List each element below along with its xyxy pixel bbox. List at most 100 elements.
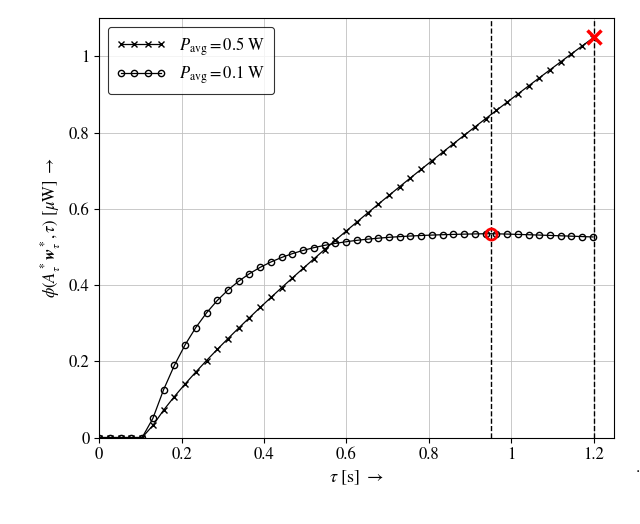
$P_{\mathrm{avg}} = 0.5$ W bbox=[203, 357, 211, 364]
Text: $\cdot10^{-7}$: $\cdot10^{-7}$ bbox=[635, 463, 640, 479]
$P_{\mathrm{avg}} = 0.1$ W bbox=[267, 259, 275, 265]
$P_{\mathrm{avg}} = 0.1$ W bbox=[138, 434, 146, 441]
$P_{\mathrm{avg}} = 0.1$ W bbox=[482, 231, 490, 237]
$P_{\mathrm{avg}} = 0.5$ W bbox=[192, 369, 200, 375]
X-axis label: $\tau$ [s] $\rightarrow$: $\tau$ [s] $\rightarrow$ bbox=[329, 469, 385, 487]
Legend: $P_{\mathrm{avg}} = 0.5$ W, $P_{\mathrm{avg}} = 0.1$ W: $P_{\mathrm{avg}} = 0.5$ W, $P_{\mathrm{… bbox=[108, 27, 274, 94]
$P_{\mathrm{avg}} = 0.1$ W bbox=[385, 234, 393, 241]
$P_{\mathrm{avg}} = 0.1$ W bbox=[160, 387, 168, 393]
$P_{\mathrm{avg}} = 0.1$ W bbox=[364, 236, 371, 242]
$P_{\mathrm{avg}} = 0.5$ W bbox=[289, 275, 296, 281]
$P_{\mathrm{avg}} = 0.5$ W bbox=[257, 304, 264, 311]
$P_{\mathrm{avg}} = 0.5$ W bbox=[439, 149, 447, 155]
$P_{\mathrm{avg}} = 0.5$ W bbox=[95, 434, 103, 441]
$P_{\mathrm{avg}} = 0.1$ W bbox=[181, 342, 189, 348]
$P_{\mathrm{avg}} = 0.1$ W bbox=[342, 238, 350, 245]
$P_{\mathrm{avg}} = 0.1$ W bbox=[568, 233, 575, 239]
$P_{\mathrm{avg}} = 0.1$ W bbox=[332, 240, 339, 246]
$P_{\mathrm{avg}} = 0.5$ W bbox=[364, 210, 371, 216]
$P_{\mathrm{avg}} = 0.1$ W bbox=[546, 232, 554, 238]
$P_{\mathrm{avg}} = 0.5$ W bbox=[493, 107, 500, 114]
$P_{\mathrm{avg}} = 0.5$ W bbox=[568, 51, 575, 57]
$P_{\mathrm{avg}} = 0.1$ W bbox=[449, 231, 457, 237]
Line: $P_{\mathrm{avg}} = 0.1$ W: $P_{\mathrm{avg}} = 0.1$ W bbox=[96, 231, 596, 441]
$P_{\mathrm{avg}} = 0.1$ W bbox=[213, 297, 221, 303]
$P_{\mathrm{avg}} = 0.5$ W bbox=[536, 75, 543, 81]
$P_{\mathrm{avg}} = 0.1$ W bbox=[149, 415, 157, 421]
$P_{\mathrm{avg}} = 0.5$ W bbox=[525, 83, 532, 89]
$P_{\mathrm{avg}} = 0.1$ W bbox=[439, 232, 447, 238]
$P_{\mathrm{avg}} = 0.1$ W bbox=[514, 231, 522, 237]
$P_{\mathrm{avg}} = 0.5$ W bbox=[127, 434, 135, 441]
$P_{\mathrm{avg}} = 0.1$ W bbox=[235, 278, 243, 285]
$P_{\mathrm{avg}} = 0.1$ W bbox=[203, 310, 211, 316]
$P_{\mathrm{avg}} = 0.1$ W bbox=[503, 231, 511, 237]
$P_{\mathrm{avg}} = 0.5$ W bbox=[181, 381, 189, 387]
$P_{\mathrm{avg}} = 0.5$ W bbox=[514, 91, 522, 97]
$P_{\mathrm{avg}} = 0.5$ W bbox=[546, 67, 554, 73]
$P_{\mathrm{avg}} = 0.5$ W bbox=[170, 394, 178, 400]
$P_{\mathrm{avg}} = 0.1$ W bbox=[300, 247, 307, 254]
$P_{\mathrm{avg}} = 0.1$ W bbox=[493, 231, 500, 237]
$P_{\mathrm{avg}} = 0.5$ W bbox=[557, 59, 564, 65]
$P_{\mathrm{avg}} = 0.1$ W bbox=[278, 254, 285, 260]
$P_{\mathrm{avg}} = 0.1$ W bbox=[460, 231, 468, 237]
$P_{\mathrm{avg}} = 0.5$ W bbox=[385, 192, 393, 199]
$P_{\mathrm{avg}} = 0.5$ W bbox=[246, 314, 253, 321]
$P_{\mathrm{avg}} = 0.5$ W bbox=[396, 183, 404, 190]
$P_{\mathrm{avg}} = 0.1$ W bbox=[257, 264, 264, 270]
$P_{\mathrm{avg}} = 0.5$ W bbox=[332, 237, 339, 244]
Line: $P_{\mathrm{avg}} = 0.5$ W: $P_{\mathrm{avg}} = 0.5$ W bbox=[96, 35, 596, 441]
$P_{\mathrm{avg}} = 0.1$ W bbox=[127, 434, 135, 441]
$P_{\mathrm{avg}} = 0.1$ W bbox=[192, 324, 200, 331]
$P_{\mathrm{avg}} = 0.5$ W bbox=[406, 174, 414, 181]
$P_{\mathrm{avg}} = 0.1$ W bbox=[374, 235, 382, 242]
$P_{\mathrm{avg}} = 0.5$ W bbox=[449, 140, 457, 147]
$P_{\mathrm{avg}} = 0.5$ W bbox=[579, 43, 586, 49]
$P_{\mathrm{avg}} = 0.5$ W bbox=[460, 132, 468, 138]
$P_{\mathrm{avg}} = 0.1$ W bbox=[95, 434, 103, 441]
$P_{\mathrm{avg}} = 0.5$ W bbox=[321, 246, 328, 253]
$P_{\mathrm{avg}} = 0.5$ W bbox=[138, 434, 146, 441]
$P_{\mathrm{avg}} = 0.1$ W bbox=[106, 434, 114, 441]
$P_{\mathrm{avg}} = 0.5$ W bbox=[235, 325, 243, 331]
$P_{\mathrm{avg}} = 0.1$ W bbox=[557, 233, 564, 239]
$P_{\mathrm{avg}} = 0.5$ W bbox=[417, 166, 425, 172]
$P_{\mathrm{avg}} = 0.5$ W bbox=[300, 265, 307, 271]
$P_{\mathrm{avg}} = 0.1$ W bbox=[536, 232, 543, 238]
$P_{\mathrm{avg}} = 0.5$ W bbox=[160, 407, 168, 413]
$P_{\mathrm{avg}} = 0.1$ W bbox=[353, 237, 361, 244]
$P_{\mathrm{avg}} = 0.5$ W bbox=[106, 434, 114, 441]
$P_{\mathrm{avg}} = 0.1$ W bbox=[417, 232, 425, 238]
$P_{\mathrm{avg}} = 0.5$ W bbox=[589, 35, 597, 41]
$P_{\mathrm{avg}} = 0.1$ W bbox=[224, 287, 232, 293]
$P_{\mathrm{avg}} = 0.5$ W bbox=[342, 228, 350, 234]
$P_{\mathrm{avg}} = 0.1$ W bbox=[579, 233, 586, 239]
$P_{\mathrm{avg}} = 0.1$ W bbox=[525, 232, 532, 238]
$P_{\mathrm{avg}} = 0.5$ W bbox=[503, 99, 511, 105]
$P_{\mathrm{avg}} = 0.1$ W bbox=[310, 245, 317, 251]
$P_{\mathrm{avg}} = 0.1$ W bbox=[428, 232, 436, 238]
Y-axis label: $\phi(A^*_\tau \boldsymbol{w}^*_\tau, \tau)$ [$\mu$W] $\rightarrow$: $\phi(A^*_\tau \boldsymbol{w}^*_\tau, \t… bbox=[38, 158, 63, 298]
$P_{\mathrm{avg}} = 0.5$ W bbox=[428, 158, 436, 164]
$P_{\mathrm{avg}} = 0.5$ W bbox=[471, 124, 479, 130]
$P_{\mathrm{avg}} = 0.5$ W bbox=[374, 201, 382, 208]
$P_{\mathrm{avg}} = 0.5$ W bbox=[224, 335, 232, 342]
$P_{\mathrm{avg}} = 0.5$ W bbox=[213, 346, 221, 353]
$P_{\mathrm{avg}} = 0.1$ W bbox=[289, 250, 296, 257]
$P_{\mathrm{avg}} = 0.1$ W bbox=[471, 231, 479, 237]
$P_{\mathrm{avg}} = 0.5$ W bbox=[353, 219, 361, 225]
$P_{\mathrm{avg}} = 0.5$ W bbox=[117, 434, 125, 441]
$P_{\mathrm{avg}} = 0.1$ W bbox=[170, 362, 178, 368]
$P_{\mathrm{avg}} = 0.1$ W bbox=[396, 234, 404, 240]
$P_{\mathrm{avg}} = 0.1$ W bbox=[589, 234, 597, 240]
$P_{\mathrm{avg}} = 0.5$ W bbox=[267, 294, 275, 301]
$P_{\mathrm{avg}} = 0.1$ W bbox=[406, 233, 414, 239]
$P_{\mathrm{avg}} = 0.5$ W bbox=[310, 256, 317, 262]
$P_{\mathrm{avg}} = 0.1$ W bbox=[117, 434, 125, 441]
$P_{\mathrm{avg}} = 0.5$ W bbox=[149, 422, 157, 429]
$P_{\mathrm{avg}} = 0.5$ W bbox=[482, 115, 490, 122]
$P_{\mathrm{avg}} = 0.1$ W bbox=[246, 270, 253, 277]
$P_{\mathrm{avg}} = 0.1$ W bbox=[321, 242, 328, 248]
$P_{\mathrm{avg}} = 0.5$ W bbox=[278, 285, 285, 291]
